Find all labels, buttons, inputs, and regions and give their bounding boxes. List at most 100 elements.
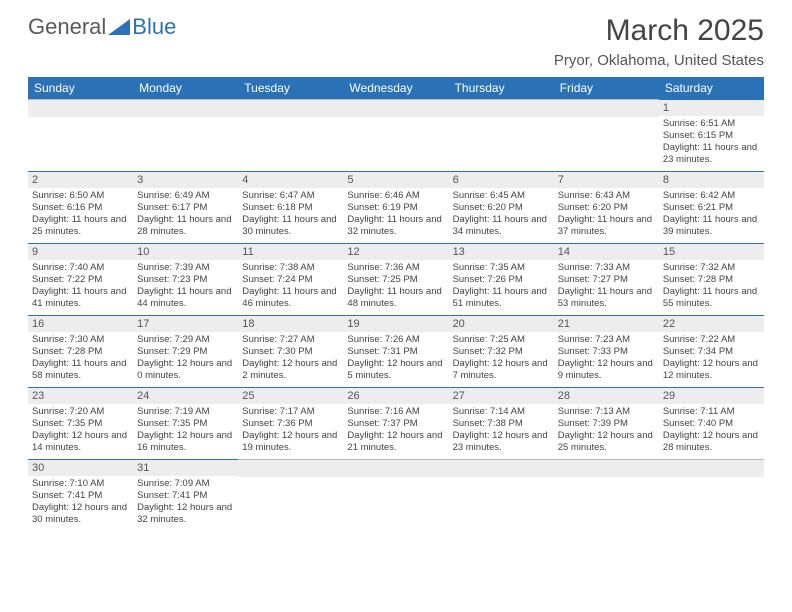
calendar-cell: 10Sunrise: 7:39 AMSunset: 7:23 PMDayligh… xyxy=(133,243,238,315)
sunrise-line: Sunrise: 7:17 AM xyxy=(242,406,339,418)
calendar-cell xyxy=(449,99,554,171)
day-number: 20 xyxy=(449,315,554,332)
calendar-cell: 14Sunrise: 7:33 AMSunset: 7:27 PMDayligh… xyxy=(554,243,659,315)
day-details: Sunrise: 6:43 AMSunset: 6:20 PMDaylight:… xyxy=(554,188,659,242)
calendar-row: 23Sunrise: 7:20 AMSunset: 7:35 PMDayligh… xyxy=(28,387,764,459)
day-details: Sunrise: 7:11 AMSunset: 7:40 PMDaylight:… xyxy=(659,404,764,458)
day-number: 21 xyxy=(554,315,659,332)
calendar-cell: 6Sunrise: 6:45 AMSunset: 6:20 PMDaylight… xyxy=(449,171,554,243)
day-number: 24 xyxy=(133,387,238,404)
daylight-line: Daylight: 11 hours and 46 minutes. xyxy=(242,286,339,310)
sunset-line: Sunset: 6:16 PM xyxy=(32,202,129,214)
day-details: Sunrise: 7:22 AMSunset: 7:34 PMDaylight:… xyxy=(659,332,764,386)
daylight-line: Daylight: 11 hours and 25 minutes. xyxy=(32,214,129,238)
logo-word2: Blue xyxy=(132,14,176,40)
calendar-cell: 29Sunrise: 7:11 AMSunset: 7:40 PMDayligh… xyxy=(659,387,764,459)
day-number: 12 xyxy=(343,243,448,260)
daylight-line: Daylight: 12 hours and 19 minutes. xyxy=(242,430,339,454)
daylight-line: Daylight: 12 hours and 7 minutes. xyxy=(453,358,550,382)
calendar-cell xyxy=(238,459,343,531)
calendar-row: 30Sunrise: 7:10 AMSunset: 7:41 PMDayligh… xyxy=(28,459,764,531)
day-header-saturday: Saturday xyxy=(659,77,764,99)
day-number: 17 xyxy=(133,315,238,332)
day-details: Sunrise: 7:36 AMSunset: 7:25 PMDaylight:… xyxy=(343,260,448,314)
sunrise-line: Sunrise: 7:40 AM xyxy=(32,262,129,274)
calendar-row: 2Sunrise: 6:50 AMSunset: 6:16 PMDaylight… xyxy=(28,171,764,243)
sunset-line: Sunset: 6:20 PM xyxy=(453,202,550,214)
day-number: 5 xyxy=(343,171,448,188)
sunrise-line: Sunrise: 7:35 AM xyxy=(453,262,550,274)
empty-day-bar xyxy=(659,459,764,477)
empty-day-bar xyxy=(554,99,659,117)
calendar-cell xyxy=(554,99,659,171)
daylight-line: Daylight: 11 hours and 30 minutes. xyxy=(242,214,339,238)
day-details: Sunrise: 7:30 AMSunset: 7:28 PMDaylight:… xyxy=(28,332,133,386)
daylight-line: Daylight: 11 hours and 39 minutes. xyxy=(663,214,760,238)
sunset-line: Sunset: 7:28 PM xyxy=(32,346,129,358)
day-number: 15 xyxy=(659,243,764,260)
calendar-cell: 8Sunrise: 6:42 AMSunset: 6:21 PMDaylight… xyxy=(659,171,764,243)
day-number: 11 xyxy=(238,243,343,260)
calendar-cell xyxy=(449,459,554,531)
sunrise-line: Sunrise: 7:27 AM xyxy=(242,334,339,346)
sunset-line: Sunset: 7:37 PM xyxy=(347,418,444,430)
day-details: Sunrise: 6:50 AMSunset: 6:16 PMDaylight:… xyxy=(28,188,133,242)
day-details: Sunrise: 7:33 AMSunset: 7:27 PMDaylight:… xyxy=(554,260,659,314)
day-number: 25 xyxy=(238,387,343,404)
sunset-line: Sunset: 7:35 PM xyxy=(137,418,234,430)
sunset-line: Sunset: 7:30 PM xyxy=(242,346,339,358)
sunset-line: Sunset: 7:35 PM xyxy=(32,418,129,430)
day-number: 7 xyxy=(554,171,659,188)
sunset-line: Sunset: 7:41 PM xyxy=(137,490,234,502)
calendar-cell: 31Sunrise: 7:09 AMSunset: 7:41 PMDayligh… xyxy=(133,459,238,531)
sunrise-line: Sunrise: 6:50 AM xyxy=(32,190,129,202)
sunset-line: Sunset: 7:34 PM xyxy=(663,346,760,358)
sunrise-line: Sunrise: 7:26 AM xyxy=(347,334,444,346)
daylight-line: Daylight: 11 hours and 32 minutes. xyxy=(347,214,444,238)
day-number: 22 xyxy=(659,315,764,332)
day-number: 6 xyxy=(449,171,554,188)
daylight-line: Daylight: 11 hours and 28 minutes. xyxy=(137,214,234,238)
sunrise-line: Sunrise: 7:13 AM xyxy=(558,406,655,418)
calendar-cell: 30Sunrise: 7:10 AMSunset: 7:41 PMDayligh… xyxy=(28,459,133,531)
sunset-line: Sunset: 6:17 PM xyxy=(137,202,234,214)
day-details: Sunrise: 7:38 AMSunset: 7:24 PMDaylight:… xyxy=(238,260,343,314)
day-number: 30 xyxy=(28,459,133,476)
daylight-line: Daylight: 12 hours and 14 minutes. xyxy=(32,430,129,454)
calendar-cell: 22Sunrise: 7:22 AMSunset: 7:34 PMDayligh… xyxy=(659,315,764,387)
sunrise-line: Sunrise: 6:51 AM xyxy=(663,118,760,130)
calendar-cell: 27Sunrise: 7:14 AMSunset: 7:38 PMDayligh… xyxy=(449,387,554,459)
sunset-line: Sunset: 7:39 PM xyxy=(558,418,655,430)
calendar-cell: 24Sunrise: 7:19 AMSunset: 7:35 PMDayligh… xyxy=(133,387,238,459)
sunset-line: Sunset: 7:26 PM xyxy=(453,274,550,286)
calendar-cell: 25Sunrise: 7:17 AMSunset: 7:36 PMDayligh… xyxy=(238,387,343,459)
calendar-cell xyxy=(28,99,133,171)
calendar-cell: 9Sunrise: 7:40 AMSunset: 7:22 PMDaylight… xyxy=(28,243,133,315)
page-title: March 2025 xyxy=(554,14,764,48)
sunset-line: Sunset: 7:28 PM xyxy=(663,274,760,286)
day-details: Sunrise: 7:17 AMSunset: 7:36 PMDaylight:… xyxy=(238,404,343,458)
calendar-cell: 13Sunrise: 7:35 AMSunset: 7:26 PMDayligh… xyxy=(449,243,554,315)
sunrise-line: Sunrise: 7:39 AM xyxy=(137,262,234,274)
calendar-cell: 3Sunrise: 6:49 AMSunset: 6:17 PMDaylight… xyxy=(133,171,238,243)
daylight-line: Daylight: 12 hours and 23 minutes. xyxy=(453,430,550,454)
sunset-line: Sunset: 6:19 PM xyxy=(347,202,444,214)
calendar-cell: 11Sunrise: 7:38 AMSunset: 7:24 PMDayligh… xyxy=(238,243,343,315)
sunset-line: Sunset: 7:31 PM xyxy=(347,346,444,358)
daylight-line: Daylight: 12 hours and 30 minutes. xyxy=(32,502,129,526)
title-block: March 2025 Pryor, Oklahoma, United State… xyxy=(554,14,764,69)
daylight-line: Daylight: 11 hours and 34 minutes. xyxy=(453,214,550,238)
daylight-line: Daylight: 11 hours and 53 minutes. xyxy=(558,286,655,310)
daylight-line: Daylight: 11 hours and 41 minutes. xyxy=(32,286,129,310)
daylight-line: Daylight: 11 hours and 58 minutes. xyxy=(32,358,129,382)
calendar-cell xyxy=(343,99,448,171)
sunset-line: Sunset: 7:22 PM xyxy=(32,274,129,286)
day-details: Sunrise: 7:23 AMSunset: 7:33 PMDaylight:… xyxy=(554,332,659,386)
daylight-line: Daylight: 12 hours and 32 minutes. xyxy=(137,502,234,526)
daylight-line: Daylight: 12 hours and 5 minutes. xyxy=(347,358,444,382)
calendar-row: 16Sunrise: 7:30 AMSunset: 7:28 PMDayligh… xyxy=(28,315,764,387)
day-number: 29 xyxy=(659,387,764,404)
daylight-line: Daylight: 12 hours and 12 minutes. xyxy=(663,358,760,382)
sunrise-line: Sunrise: 7:36 AM xyxy=(347,262,444,274)
sunset-line: Sunset: 6:15 PM xyxy=(663,130,760,142)
